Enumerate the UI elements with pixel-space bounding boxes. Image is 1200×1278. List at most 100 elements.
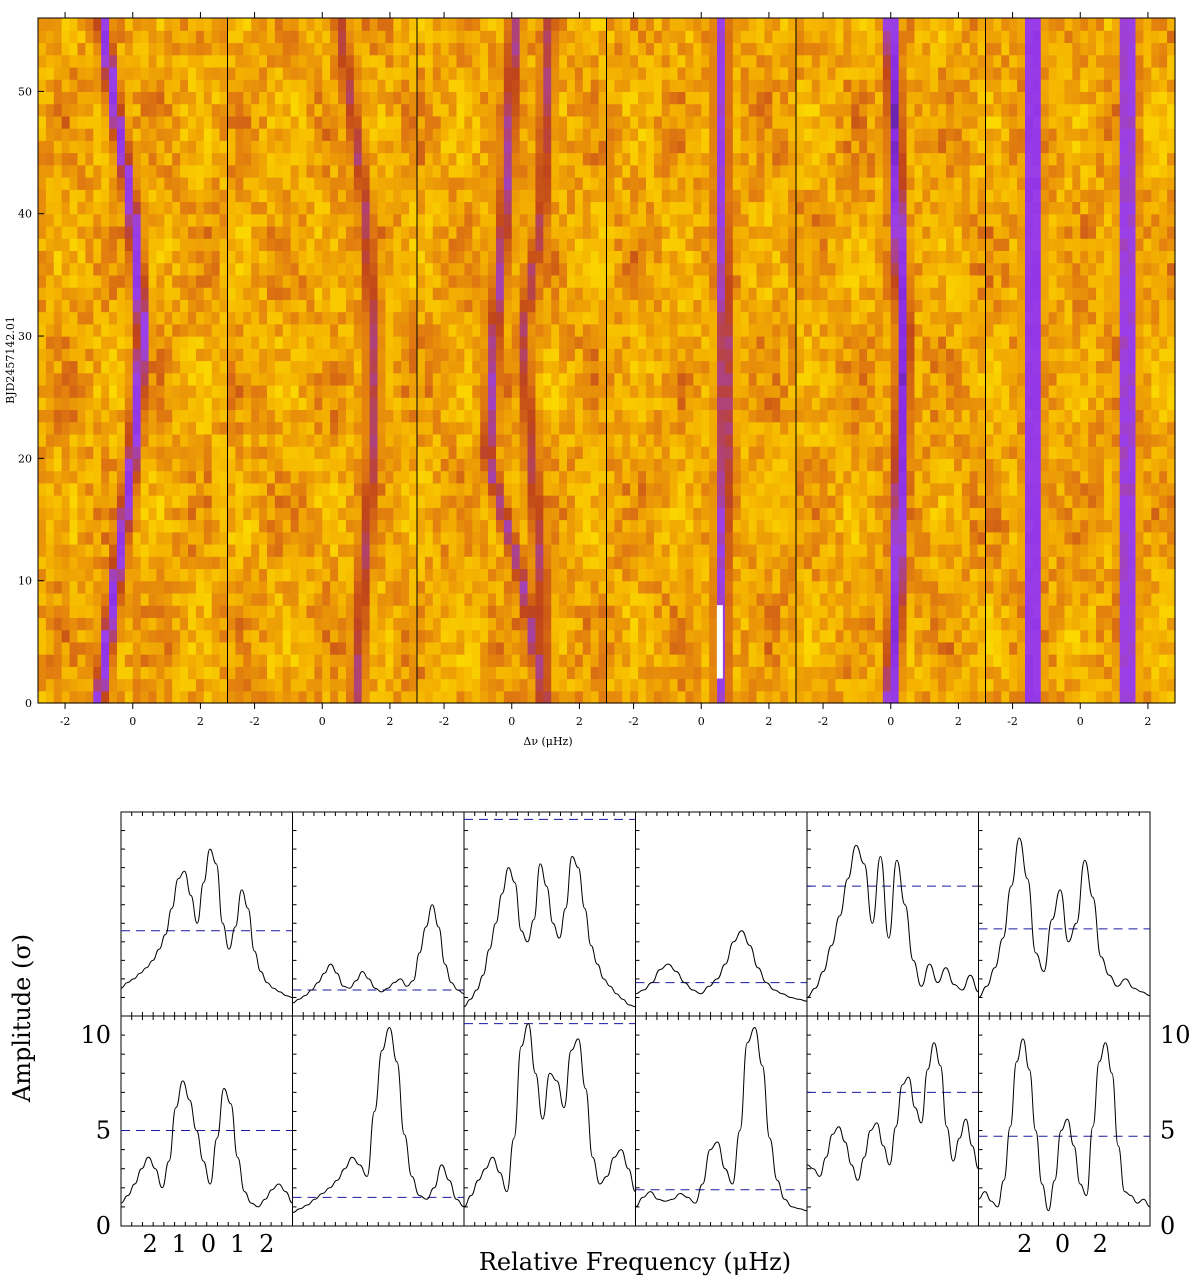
heatmap-cell [748, 274, 758, 288]
heatmap-cell [424, 79, 434, 92]
heatmap-cell [543, 641, 552, 655]
heatmap-cell [598, 690, 608, 704]
heatmap-cell [551, 348, 560, 362]
heatmap-cell [472, 568, 481, 582]
heatmap-cell [101, 446, 110, 459]
heatmap-cell [559, 592, 568, 606]
heatmap-cell [274, 189, 284, 203]
heatmap-cell [314, 458, 323, 472]
heatmap-cell [195, 641, 205, 655]
heatmap-cell [653, 592, 663, 606]
heatmap-cell [164, 152, 173, 166]
heatmap-cell [764, 629, 773, 643]
heatmap-cell [369, 299, 379, 313]
heatmap-cell [77, 79, 86, 92]
heatmap-cell [582, 470, 592, 484]
heatmap-cell [61, 348, 71, 362]
heatmap-cell [645, 519, 655, 533]
heatmap-cell [274, 311, 284, 325]
heatmap-cell [551, 164, 560, 178]
heatmap-cell [511, 348, 521, 362]
heatmap-cell [45, 177, 55, 190]
heatmap-cell [330, 91, 339, 105]
heatmap-cell [448, 519, 458, 533]
heatmap-cell [77, 274, 86, 288]
heatmap-cell [574, 177, 584, 190]
heatmap-cell [574, 531, 584, 545]
heatmap-cell [606, 629, 615, 643]
heatmap-cell [535, 360, 544, 374]
heatmap-cell [290, 458, 300, 472]
heatmap-cell [788, 690, 797, 704]
heatmap-cell [298, 299, 308, 313]
heatmap-cell [685, 421, 694, 435]
heatmap-cell [748, 519, 758, 533]
heatmap-cell [290, 592, 300, 606]
heatmap-cell [69, 580, 79, 594]
heatmap-cell [85, 654, 94, 667]
heatmap-cell [519, 470, 529, 484]
heatmap-cell [574, 495, 584, 508]
heatmap-cell [266, 213, 276, 227]
heatmap-cell [235, 433, 244, 447]
heatmap-cell [322, 458, 331, 472]
heatmap-cell [385, 482, 394, 496]
heatmap-cell [393, 115, 402, 129]
heatmap-cell [732, 397, 742, 411]
heatmap-cell [385, 287, 394, 300]
heatmap-cell [377, 177, 387, 190]
heatmap-cell [780, 238, 789, 252]
heatmap-cell [322, 629, 331, 643]
heatmap-cell [361, 42, 371, 56]
heatmap-cell [172, 678, 181, 692]
heatmap-cell [693, 287, 702, 300]
heatmap-cell [748, 592, 758, 606]
heatmap-cell [69, 299, 79, 313]
heatmap-cell [53, 641, 63, 655]
heatmap-cell [409, 409, 418, 423]
heatmap-cell [227, 42, 236, 56]
heatmap-cell [590, 519, 600, 533]
heatmap-cell [101, 213, 110, 227]
heatmap-cell [582, 543, 592, 557]
heatmap-cell [282, 592, 292, 606]
heatmap-cell [748, 629, 758, 643]
heatmap-cell [251, 531, 260, 545]
heatmap-cell [235, 201, 244, 215]
heatmap-cell [53, 495, 63, 508]
heatmap-cell [551, 30, 560, 44]
heatmap-cell [385, 42, 394, 56]
heatmap-cell [480, 18, 489, 31]
heatmap-cell [519, 30, 529, 44]
heatmap-cell [195, 482, 205, 496]
heatmap-cell [440, 250, 450, 264]
heatmap-cell [156, 397, 165, 411]
heatmap-cell [322, 262, 331, 276]
heatmap-cell [306, 91, 315, 105]
heatmap-cell [424, 433, 434, 447]
heatmap-cell [456, 177, 465, 190]
heatmap-cell [298, 629, 308, 643]
heatmap-cell [148, 115, 158, 129]
heatmap-cell [259, 397, 268, 411]
heatmap-cell [511, 372, 521, 386]
heatmap-cell [732, 323, 742, 337]
heatmap-cell [298, 654, 308, 667]
heatmap-cell [503, 140, 513, 154]
heatmap-cell [188, 30, 197, 44]
heatmap-cell [369, 397, 379, 411]
heatmap-cell [472, 421, 481, 435]
heatmap-cell [148, 30, 158, 44]
heatmap-cell [448, 128, 458, 141]
heatmap-cell [203, 54, 213, 68]
heatmap-cell [567, 262, 576, 276]
heatmap-cell [772, 372, 781, 386]
heatmap-cell [322, 18, 331, 31]
heatmap-cell [85, 238, 94, 252]
heatmap-cell [266, 91, 276, 105]
heatmap-cell [69, 360, 79, 374]
heatmap-cell [274, 250, 284, 264]
heatmap-cell [488, 42, 497, 56]
heatmap-cell [345, 91, 355, 105]
heatmap-cell [227, 384, 236, 398]
